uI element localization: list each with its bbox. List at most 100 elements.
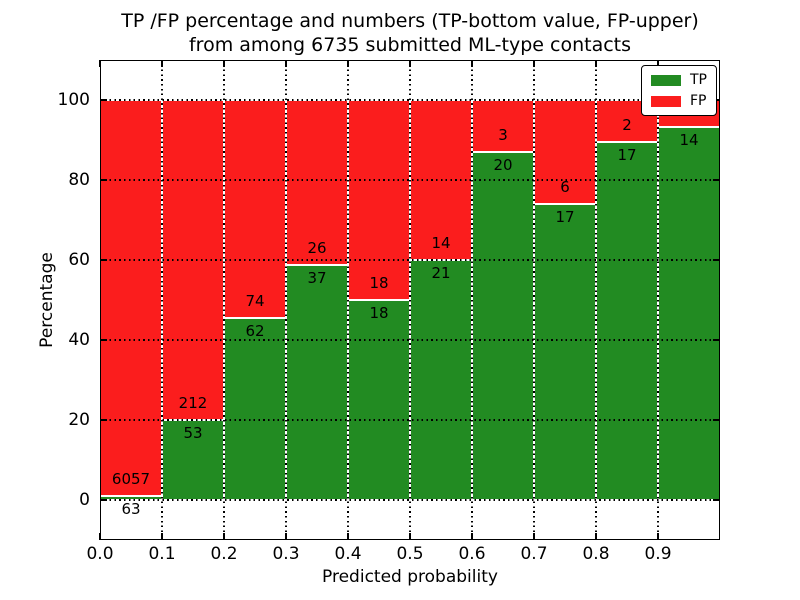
fp-count-label: 74 xyxy=(245,291,265,310)
legend-label-tp: TP xyxy=(690,72,707,88)
bar-fp-segment xyxy=(224,100,286,318)
y-tick-label: 20 xyxy=(68,410,90,430)
y-tick-label: 40 xyxy=(68,330,90,350)
x-tick-mark xyxy=(595,533,597,540)
y-tick-mark xyxy=(713,499,720,501)
y-tick-mark xyxy=(713,339,720,341)
y-tick-label: 0 xyxy=(79,490,90,510)
y-tick-label: 80 xyxy=(68,170,90,190)
legend-swatch-tp-icon xyxy=(651,74,681,86)
x-tick-label: 0.6 xyxy=(458,544,486,564)
tp-count-label: 62 xyxy=(245,321,265,340)
bar-tp-segment xyxy=(410,260,472,500)
legend-item-fp: FP xyxy=(651,94,707,108)
x-tick-mark xyxy=(409,60,411,67)
bar-tp-segment xyxy=(348,300,410,500)
gridline-vertical xyxy=(161,60,163,540)
tp-count-label: 20 xyxy=(493,156,513,175)
tp-count-label: 37 xyxy=(307,269,327,288)
gridline-vertical xyxy=(471,60,473,540)
x-axis-label: Predicted probability xyxy=(322,567,498,587)
x-tick-mark xyxy=(161,533,163,540)
x-tick-mark xyxy=(347,533,349,540)
y-tick-mark xyxy=(100,99,107,101)
legend-swatch-fp-icon xyxy=(651,95,681,107)
tp-count-label: 18 xyxy=(369,304,389,322)
bar-fp-segment xyxy=(348,100,410,300)
x-tick-mark xyxy=(533,60,535,67)
gridline-horizontal xyxy=(100,179,720,181)
chart-title-line1: TP /FP percentage and numbers (TP-bottom… xyxy=(121,10,699,32)
y-tick-mark xyxy=(713,179,720,181)
x-tick-label: 0.2 xyxy=(210,544,238,564)
x-tick-mark xyxy=(657,533,659,540)
bar-tp-segment xyxy=(596,142,658,500)
x-tick-label: 0.9 xyxy=(644,544,672,564)
gridline-horizontal xyxy=(100,499,720,501)
x-tick-mark xyxy=(657,60,659,67)
fp-count-label: 26 xyxy=(307,239,327,258)
y-tick-mark xyxy=(100,179,107,181)
y-tick-mark xyxy=(100,339,107,341)
bar-tp-segment xyxy=(658,126,720,500)
y-tick-mark xyxy=(100,259,107,261)
legend-item-tp: TP xyxy=(651,73,707,87)
chart-title: TP /FP percentage and numbers (TP-bottom… xyxy=(100,9,720,57)
x-tick-mark xyxy=(409,533,411,540)
tp-count-label: 14 xyxy=(679,130,699,149)
gridline-vertical xyxy=(285,60,287,540)
x-tick-label: 0.0 xyxy=(86,544,114,564)
bar-tp-segment xyxy=(286,265,348,500)
x-tick-mark xyxy=(533,533,535,540)
tp-count-label: 53 xyxy=(183,424,203,442)
x-tick-mark xyxy=(285,533,287,540)
x-tick-mark xyxy=(223,533,225,540)
bar-tp-segment xyxy=(224,317,286,500)
tp-count-label: 21 xyxy=(431,264,451,282)
x-tick-label: 0.4 xyxy=(334,544,362,564)
x-tick-label: 0.5 xyxy=(396,544,424,564)
gridline-vertical xyxy=(657,60,659,540)
bar-fp-segment xyxy=(100,100,162,496)
x-tick-mark xyxy=(223,60,225,67)
x-tick-label: 0.1 xyxy=(148,544,176,564)
tp-count-label: 17 xyxy=(555,208,575,227)
gridline-horizontal xyxy=(100,419,720,421)
gridline-horizontal xyxy=(100,99,720,101)
fp-count-label: 212 xyxy=(178,394,208,412)
y-tick-mark xyxy=(713,259,720,261)
gridline-horizontal xyxy=(100,259,720,261)
y-tick-mark xyxy=(713,419,720,421)
gridline-vertical xyxy=(409,60,411,540)
x-tick-label: 0.8 xyxy=(582,544,610,564)
fp-count-label: 6057 xyxy=(111,469,151,488)
legend: TP FP xyxy=(641,65,717,116)
y-tick-mark xyxy=(100,499,107,501)
gridline-vertical xyxy=(347,60,349,540)
x-tick-label: 0.7 xyxy=(520,544,548,564)
gridline-vertical xyxy=(533,60,535,540)
x-tick-mark xyxy=(161,60,163,67)
y-tick-label: 60 xyxy=(68,250,90,270)
x-tick-mark xyxy=(99,60,101,67)
tp-count-label: 17 xyxy=(617,146,637,165)
fp-count-label: 3 xyxy=(498,126,508,145)
x-tick-label: 0.3 xyxy=(272,544,300,564)
x-tick-mark xyxy=(471,60,473,67)
x-tick-mark xyxy=(285,60,287,67)
y-tick-mark xyxy=(100,419,107,421)
bar-fp-segment xyxy=(534,100,596,205)
fp-count-label: 18 xyxy=(369,274,389,292)
chart-title-line2: from among 6735 submitted ML-type contac… xyxy=(188,34,632,56)
legend-label-fp: FP xyxy=(690,93,707,109)
bar-tp-segment xyxy=(534,204,596,500)
tp-count-label: 63 xyxy=(121,499,141,518)
gridline-horizontal xyxy=(100,339,720,341)
plot-area: 605763212537462263718181421320617217114 … xyxy=(99,60,720,540)
gridline-vertical xyxy=(223,60,225,540)
gridline-vertical xyxy=(595,60,597,540)
y-tick-label: 100 xyxy=(57,90,90,110)
fp-count-label: 2 xyxy=(622,116,632,135)
x-tick-mark xyxy=(471,533,473,540)
